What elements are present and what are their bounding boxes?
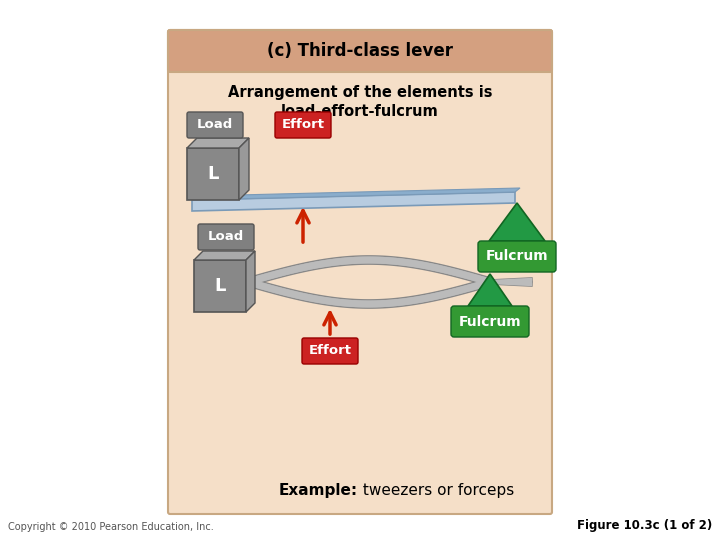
Text: Copyright © 2010 Pearson Education, Inc.: Copyright © 2010 Pearson Education, Inc.	[8, 522, 214, 532]
FancyBboxPatch shape	[478, 241, 556, 272]
FancyBboxPatch shape	[275, 112, 331, 138]
FancyBboxPatch shape	[194, 260, 246, 312]
FancyBboxPatch shape	[187, 112, 243, 138]
Polygon shape	[192, 188, 520, 200]
Text: Load: Load	[208, 231, 244, 244]
Text: Fulcrum: Fulcrum	[459, 314, 521, 328]
Polygon shape	[187, 138, 249, 148]
FancyBboxPatch shape	[168, 30, 552, 514]
Text: Effort: Effort	[282, 118, 325, 132]
Text: Effort: Effort	[308, 345, 351, 357]
FancyBboxPatch shape	[187, 148, 239, 200]
FancyBboxPatch shape	[198, 224, 254, 250]
Polygon shape	[468, 274, 512, 306]
Text: L: L	[207, 165, 219, 183]
FancyBboxPatch shape	[168, 30, 552, 72]
Text: Example:: Example:	[279, 483, 358, 497]
Text: Figure 10.3c (1 of 2): Figure 10.3c (1 of 2)	[577, 519, 712, 532]
Polygon shape	[489, 203, 545, 241]
Text: Fulcrum: Fulcrum	[486, 249, 549, 264]
Text: Arrangement of the elements is
load-effort-fulcrum: Arrangement of the elements is load-effo…	[228, 85, 492, 119]
FancyBboxPatch shape	[451, 306, 529, 337]
Polygon shape	[239, 138, 249, 200]
Text: L: L	[215, 277, 225, 295]
Polygon shape	[192, 192, 515, 211]
Polygon shape	[246, 251, 255, 312]
Text: Load: Load	[197, 118, 233, 132]
Polygon shape	[194, 251, 255, 260]
Text: (c) Third-class lever: (c) Third-class lever	[267, 42, 453, 60]
Text: tweezers or forceps: tweezers or forceps	[358, 483, 514, 497]
FancyBboxPatch shape	[302, 338, 358, 364]
